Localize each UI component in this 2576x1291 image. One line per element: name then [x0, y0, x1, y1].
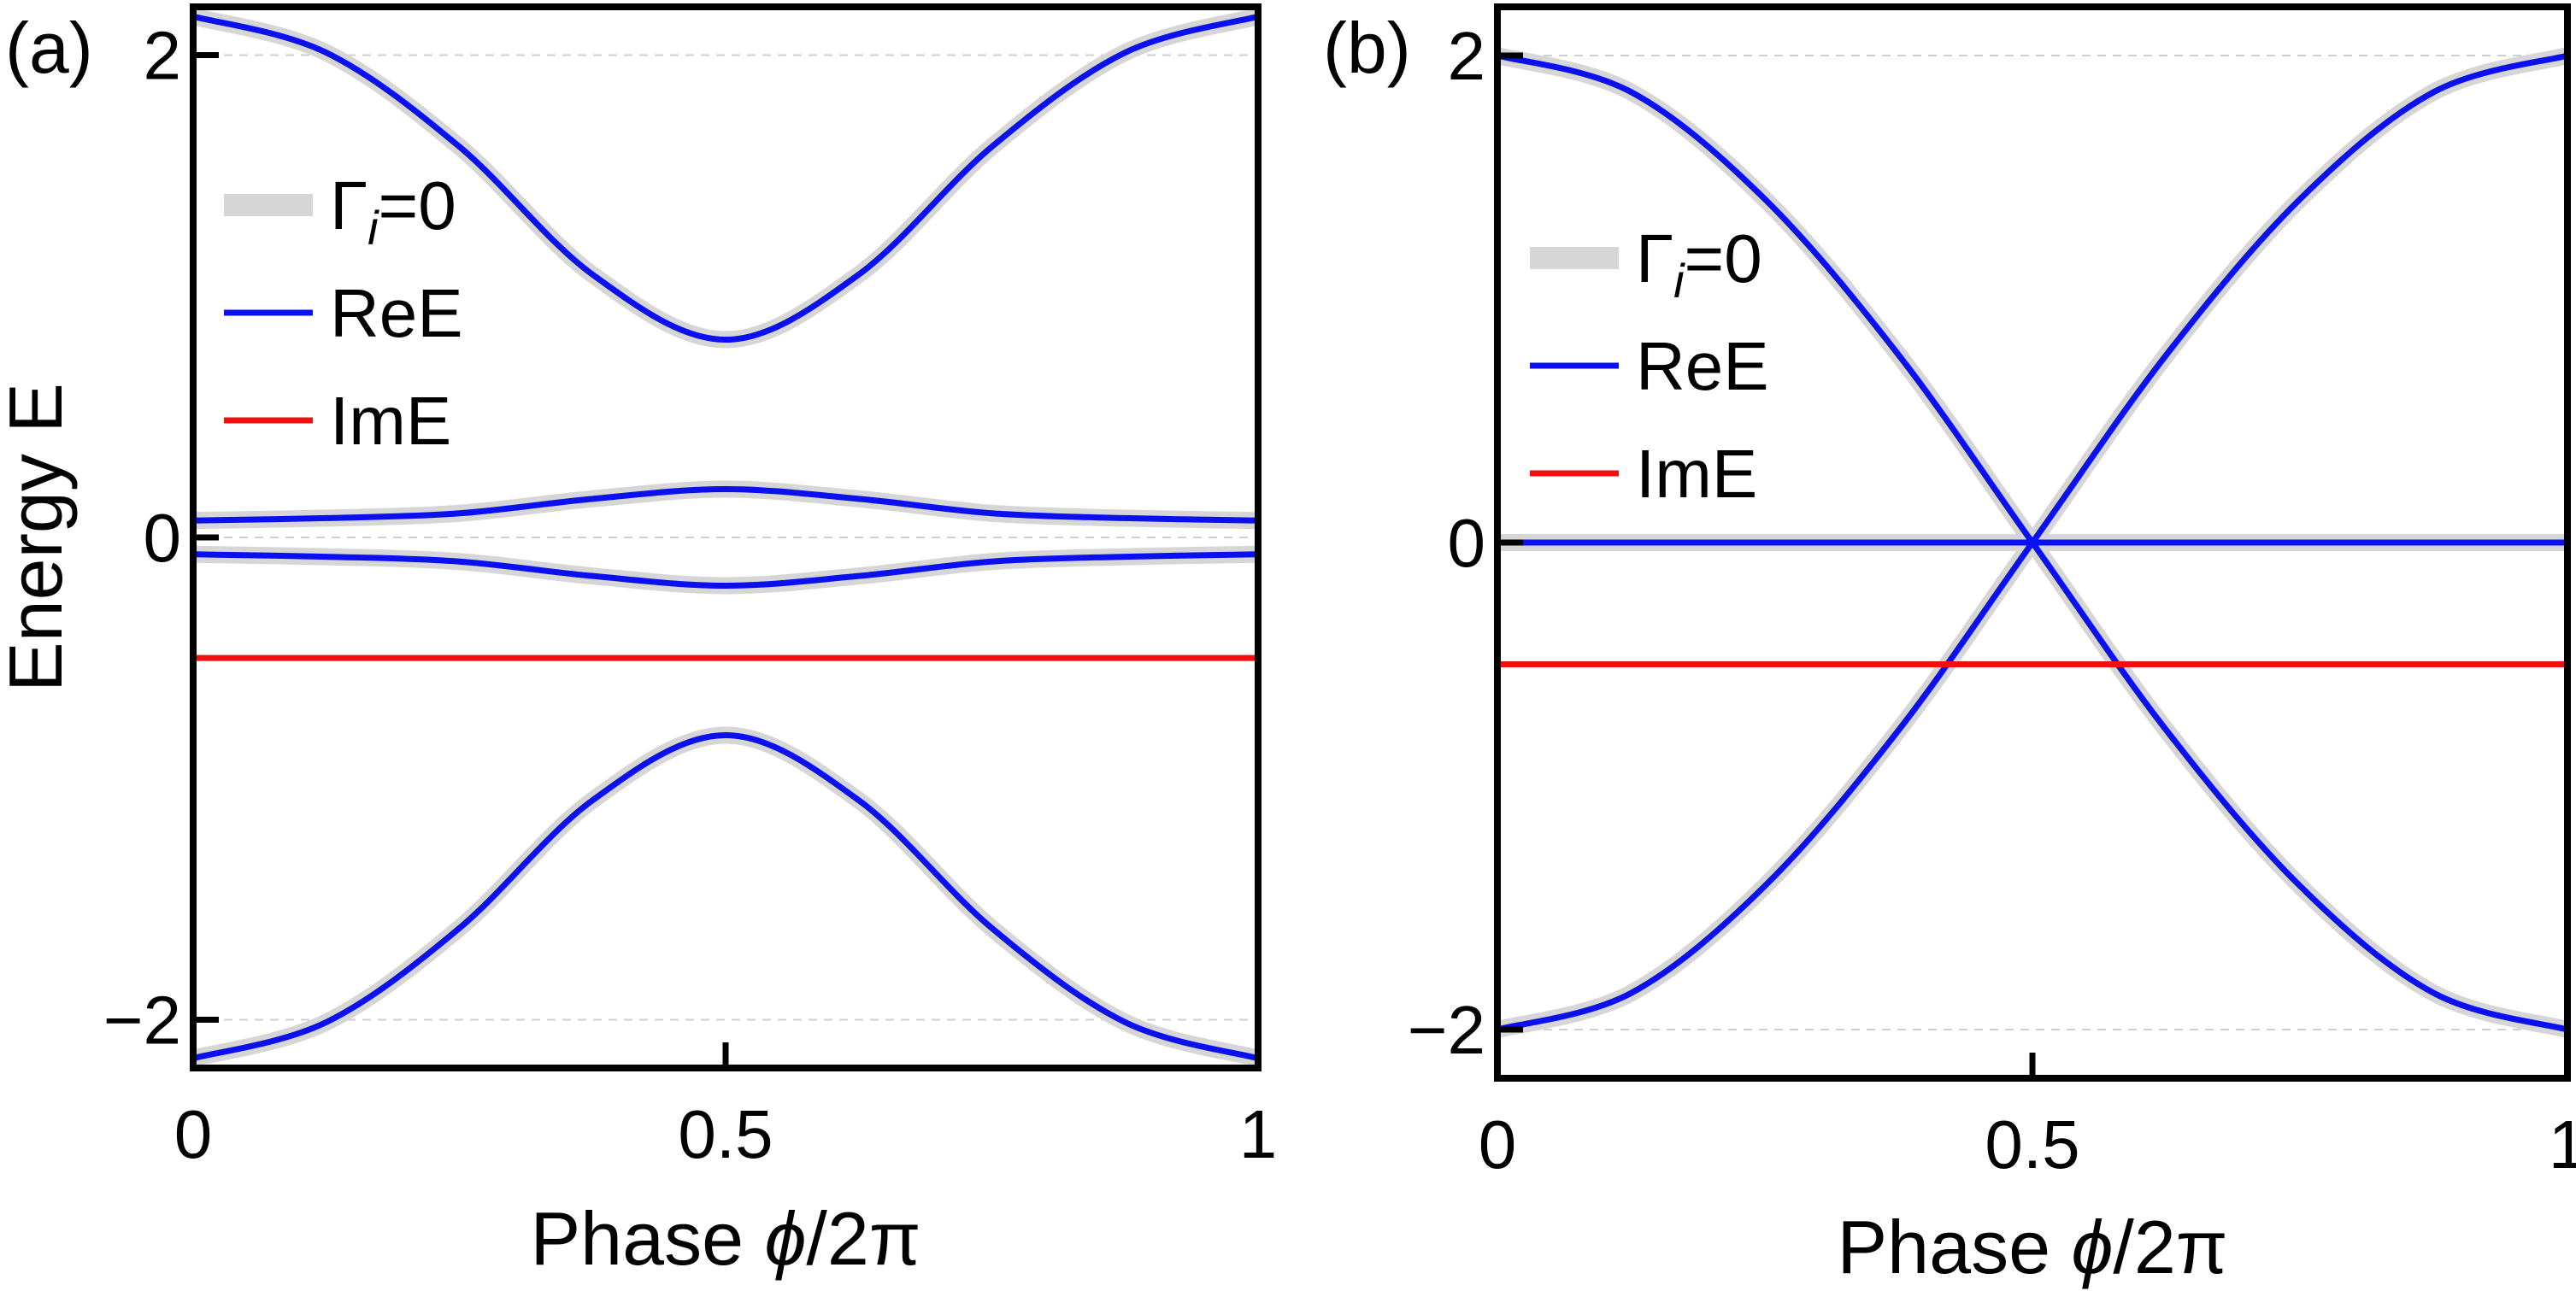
reE-curve-0 [193, 13, 1258, 343]
legend-label-re: ReE [330, 275, 463, 351]
ytick-label-2: 2 [1448, 18, 1486, 94]
reE-curve-2 [193, 551, 1258, 589]
legend-label-im: ImE [330, 383, 451, 459]
x-axis-label: Phase ϕ/2π [530, 1196, 920, 1281]
reE-curve-3 [193, 731, 1258, 1062]
y-axis-label: Energy E [0, 383, 78, 692]
xtick-label-1: 0.5 [678, 1096, 773, 1172]
ytick-label-0: −2 [103, 983, 181, 1059]
legend-label-im: ImE [1636, 436, 1757, 512]
ytick-label-1: 0 [144, 500, 182, 576]
xtick-label-0: 0 [1479, 1106, 1517, 1182]
xtick-label-1: 0.5 [1985, 1106, 2079, 1182]
plot-area [1497, 47, 2567, 1038]
plot-area [193, 8, 1258, 1067]
xtick-label-0: 0 [174, 1096, 213, 1172]
panel-a: −2 0 2 0 0.5 1 Phase ϕ/2π Energy E (a) Γi=0 ReE ImE [0, 3, 1278, 1281]
legend-label-gamma: Γi=0 [330, 167, 456, 255]
panel-b: −2 0 2 0 0.5 1 Phase ϕ/2π (b) Γi=0 ReE ImE [1323, 3, 2576, 1289]
ytick-label-0: −2 [1408, 992, 1485, 1068]
xtick-label-2: 1 [1239, 1096, 1278, 1172]
xtick-label-2: 1 [2549, 1106, 2576, 1182]
ytick-label-2: 2 [144, 17, 182, 93]
x-axis-label: Phase ϕ/2π [1837, 1205, 2227, 1289]
ytick-label-1: 0 [1448, 505, 1486, 581]
reE-curve-1 [193, 486, 1258, 524]
panel-label: (b) [1323, 8, 1411, 88]
legend-label-gamma: Γi=0 [1636, 220, 1762, 308]
legend-label-re: ReE [1636, 328, 1769, 404]
panel-label: (a) [5, 8, 93, 88]
